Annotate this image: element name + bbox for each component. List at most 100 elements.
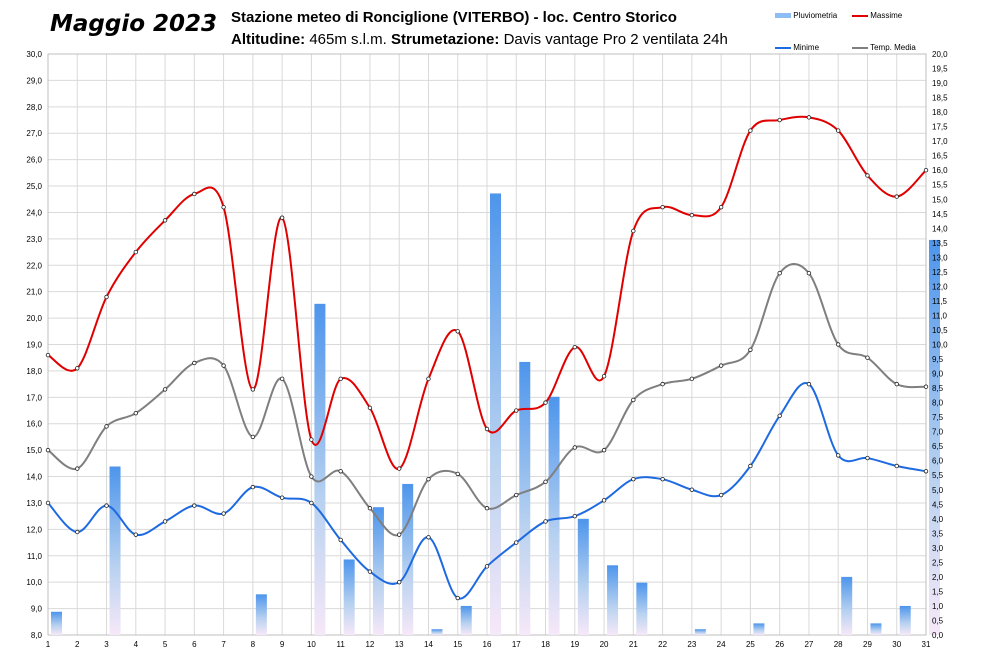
data-point-mean <box>45 447 51 453</box>
legend-label-max: Massime <box>870 11 903 20</box>
legend-item-mean: Temp. Media <box>852 43 916 52</box>
rain-bar <box>372 507 384 635</box>
data-point-min <box>484 564 490 569</box>
y-right-tick-label: 13,0 <box>932 253 948 262</box>
rain-bar <box>460 605 472 635</box>
data-point-max <box>279 215 285 220</box>
legend-swatch-max <box>852 14 868 17</box>
y-left-tick-label: 19,0 <box>26 341 42 350</box>
x-tick-label: 17 <box>512 640 521 649</box>
data-point-min <box>572 513 577 519</box>
x-tick-label: 25 <box>746 640 755 649</box>
data-point-mean <box>162 387 168 392</box>
plot-border <box>47 53 927 636</box>
data-point-mean <box>777 270 782 276</box>
data-point-max <box>718 204 724 210</box>
data-point-mean <box>75 466 80 471</box>
y-right-tick-label: 7,5 <box>932 413 944 422</box>
data-point-min <box>192 503 197 508</box>
data-point-mean <box>806 270 812 276</box>
y-right-tick-label: 15,0 <box>932 195 948 204</box>
data-point-max <box>397 466 402 471</box>
data-point-max <box>484 426 490 432</box>
data-point-max <box>250 387 256 392</box>
x-tick-label: 3 <box>104 640 109 649</box>
legend-label-min: Minime <box>793 43 820 52</box>
y-left-tick-label: 11,0 <box>27 552 43 561</box>
x-tick-label: 11 <box>337 640 346 649</box>
y-left-tick-label: 16,0 <box>26 420 42 429</box>
data-point-min <box>718 492 724 498</box>
y-left-tick-label: 18,0 <box>26 367 42 376</box>
rain-bar <box>929 239 940 636</box>
data-point-max <box>748 128 753 133</box>
rain-bar <box>51 611 62 635</box>
y-left-tick-label: 23,0 <box>26 235 42 244</box>
data-point-mean <box>660 381 665 387</box>
data-point-max <box>133 249 138 255</box>
x-tick-label: 7 <box>221 640 226 649</box>
data-point-mean <box>279 376 285 382</box>
y-right-tick-label: 5,5 <box>932 471 944 480</box>
data-point-max <box>309 437 314 442</box>
x-tick-label: 9 <box>280 640 285 649</box>
data-point-min <box>660 476 665 482</box>
y-right-tick-label: 9,5 <box>932 355 944 364</box>
y-right-tick-label: 2,5 <box>932 558 944 567</box>
y-right-tick-label: 14,0 <box>932 224 948 233</box>
data-point-mean <box>338 469 343 474</box>
data-point-min <box>455 595 460 601</box>
data-point-max <box>601 373 607 379</box>
data-point-max <box>162 218 168 223</box>
data-point-mean <box>923 384 929 389</box>
data-point-max <box>894 194 899 199</box>
data-point-mean <box>250 434 256 440</box>
x-tick-label: 14 <box>424 640 433 649</box>
y-right-tick-label: 0,5 <box>932 616 944 625</box>
rain-bar <box>841 576 853 635</box>
x-tick-label: 19 <box>570 640 579 649</box>
data-point-max <box>45 352 51 358</box>
y-right-tick-label: 5,0 <box>932 486 944 495</box>
y-left-tick-label: 12,0 <box>26 525 42 534</box>
data-point-min <box>514 540 519 545</box>
data-point-min <box>894 463 899 469</box>
data-point-min <box>777 413 782 419</box>
y-right-tick-label: 19,0 <box>932 79 948 88</box>
y-right-tick-label: 3,5 <box>932 529 944 538</box>
y-right-tick-label: 9,0 <box>932 370 944 379</box>
data-point-min <box>543 519 548 524</box>
y-right-tick-label: 16,0 <box>932 166 948 175</box>
y-left-tick-label: 9,0 <box>31 605 43 614</box>
data-point-mean <box>631 397 636 403</box>
altitude-label: Altitudine: <box>231 31 306 48</box>
station-title: Stazione meteo di Ronciglione (VITERBO) … <box>231 9 677 26</box>
y-left-tick-label: 20,0 <box>26 314 42 323</box>
data-point-mean <box>689 376 695 382</box>
data-point-mean <box>514 492 519 498</box>
data-point-max <box>631 228 636 234</box>
y-left-tick-label: 30,0 <box>26 50 42 59</box>
rain-bar <box>753 623 765 635</box>
y-left-tick-label: 10,0 <box>26 578 42 587</box>
x-tick-label: 1 <box>46 640 51 649</box>
y-right-tick-label: 19,5 <box>932 65 948 74</box>
x-tick-label: 15 <box>453 640 462 649</box>
y-right-tick-label: 10,0 <box>932 341 948 350</box>
y-right-tick-label: 15,5 <box>932 181 948 190</box>
data-point-mean <box>484 506 490 511</box>
rain-bar <box>431 629 443 635</box>
y-right-tick-label: 6,0 <box>932 457 944 466</box>
y-left-tick-label: 21,0 <box>26 288 42 297</box>
data-point-max <box>836 128 841 133</box>
data-point-min <box>250 484 256 490</box>
rain-bar <box>314 303 326 635</box>
data-point-max <box>367 405 373 411</box>
rain-bar <box>636 582 648 635</box>
x-tick-label: 24 <box>717 640 726 649</box>
data-point-min <box>689 487 695 492</box>
data-point-mean <box>748 347 753 352</box>
x-tick-label: 6 <box>192 640 197 649</box>
data-point-max <box>104 294 109 300</box>
data-point-max <box>426 376 431 382</box>
